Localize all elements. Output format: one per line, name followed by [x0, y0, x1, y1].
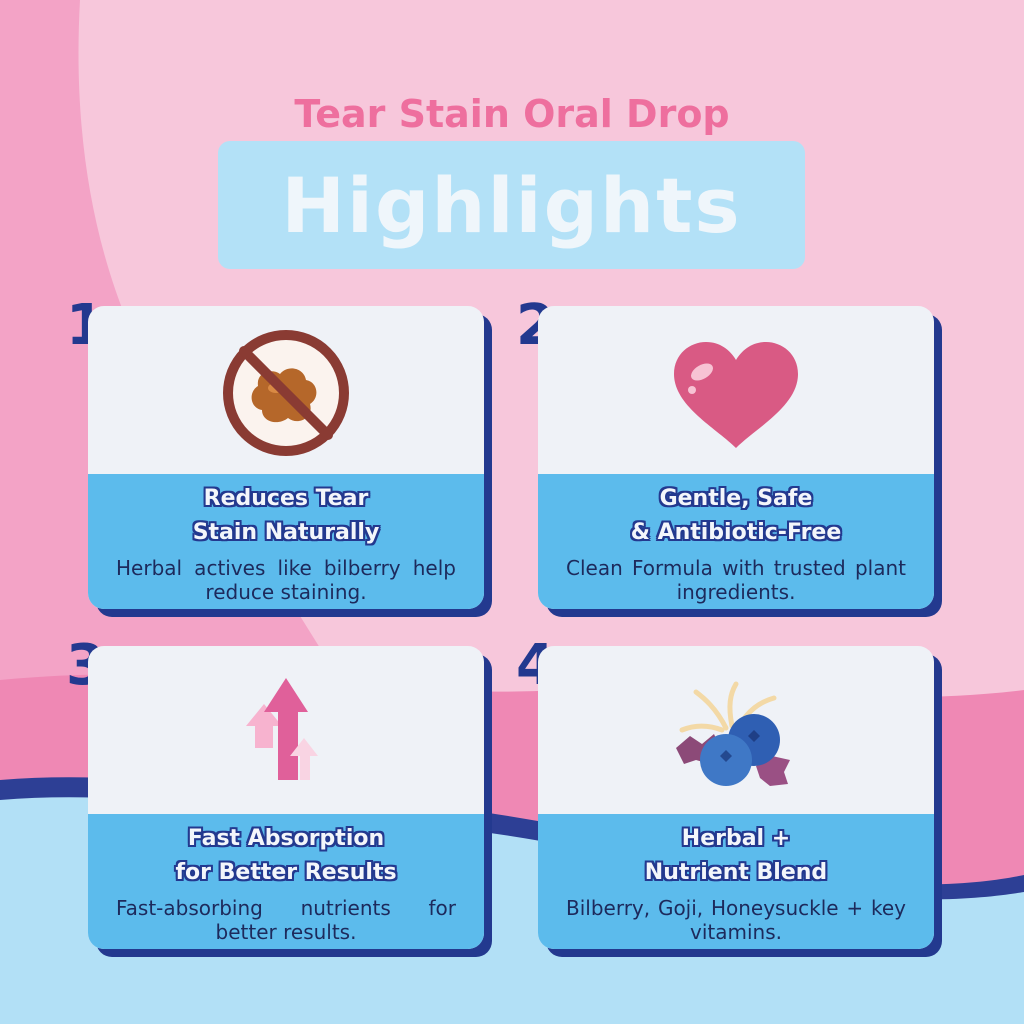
highlight-card-1: Reduces Tear Stain Naturally Herbal acti…	[88, 306, 492, 617]
card-description-4: Bilberry, Goji, Honeysuckle + key vitami…	[566, 896, 906, 944]
card-heading-3: Fast Absorption for Better Results	[175, 826, 397, 885]
card-heading-1: Reduces Tear Stain Naturally	[192, 486, 380, 545]
card-heading-2: Gentle, Safe & Antibiotic-Free	[630, 486, 842, 545]
no-stain-icon	[223, 330, 349, 456]
up-arrows-icon	[246, 678, 318, 780]
product-subtitle: Tear Stain Oral Drop	[294, 92, 730, 136]
card-heading-4: Herbal + Nutrient Blend	[644, 826, 828, 885]
berries-icon	[676, 681, 790, 786]
card-description-3: Fast-absorbing nutrients for better resu…	[116, 896, 456, 944]
title-banner: Highlights	[218, 141, 805, 269]
page-title: Highlights	[281, 160, 742, 250]
heart-icon	[674, 342, 798, 448]
card-description-2: Clean Formula with trusted plant ingredi…	[566, 556, 906, 604]
highlight-card-4: Herbal + Nutrient Blend Bilberry, Goji, …	[538, 646, 942, 957]
highlight-card-2: Gentle, Safe & Antibiotic-Free Clean For…	[538, 306, 942, 617]
highlight-card-3: Fast Absorption for Better Results Fast-…	[88, 646, 492, 957]
card-description-1: Herbal actives like bilberry help reduce…	[116, 556, 456, 604]
